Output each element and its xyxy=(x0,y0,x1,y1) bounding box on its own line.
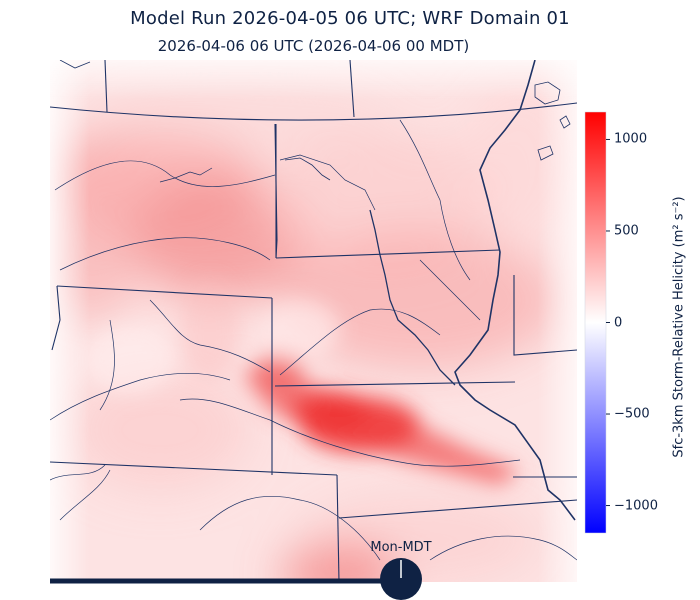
colorbar-tick-label: −500 xyxy=(614,406,650,422)
map-borders xyxy=(50,60,577,582)
map-title: Model Run 2026-04-05 06 UTC; WRF Domain … xyxy=(130,8,570,29)
colorbar-label: Sfc-3km Storm-Relative Helicity (m² s⁻²) xyxy=(672,196,687,457)
colorbar-ticks xyxy=(606,138,610,507)
colorbar-tick-label: −1000 xyxy=(614,498,658,514)
colorbar-tick-label: 1000 xyxy=(614,131,648,147)
colorbar-label-text: Sfc-3km Storm-Relative Helicity (m² s⁻²) xyxy=(671,196,687,458)
missouri-mississippi-border xyxy=(454,60,576,521)
map-subtitle: 2026-04-06 06 UTC (2026-04-06 00 MDT) xyxy=(157,37,470,55)
colorbar-tick-label: 500 xyxy=(614,223,639,239)
helicity-field xyxy=(50,60,577,582)
timeline-marker[interactable] xyxy=(380,558,422,600)
lakes xyxy=(59,60,571,181)
timeline-label: Mon-MDT xyxy=(370,540,432,555)
rivers xyxy=(50,119,577,561)
colorbar-gradient xyxy=(584,111,607,534)
state-borders xyxy=(50,60,577,582)
colorbar-tick-label: 0 xyxy=(614,315,623,330)
